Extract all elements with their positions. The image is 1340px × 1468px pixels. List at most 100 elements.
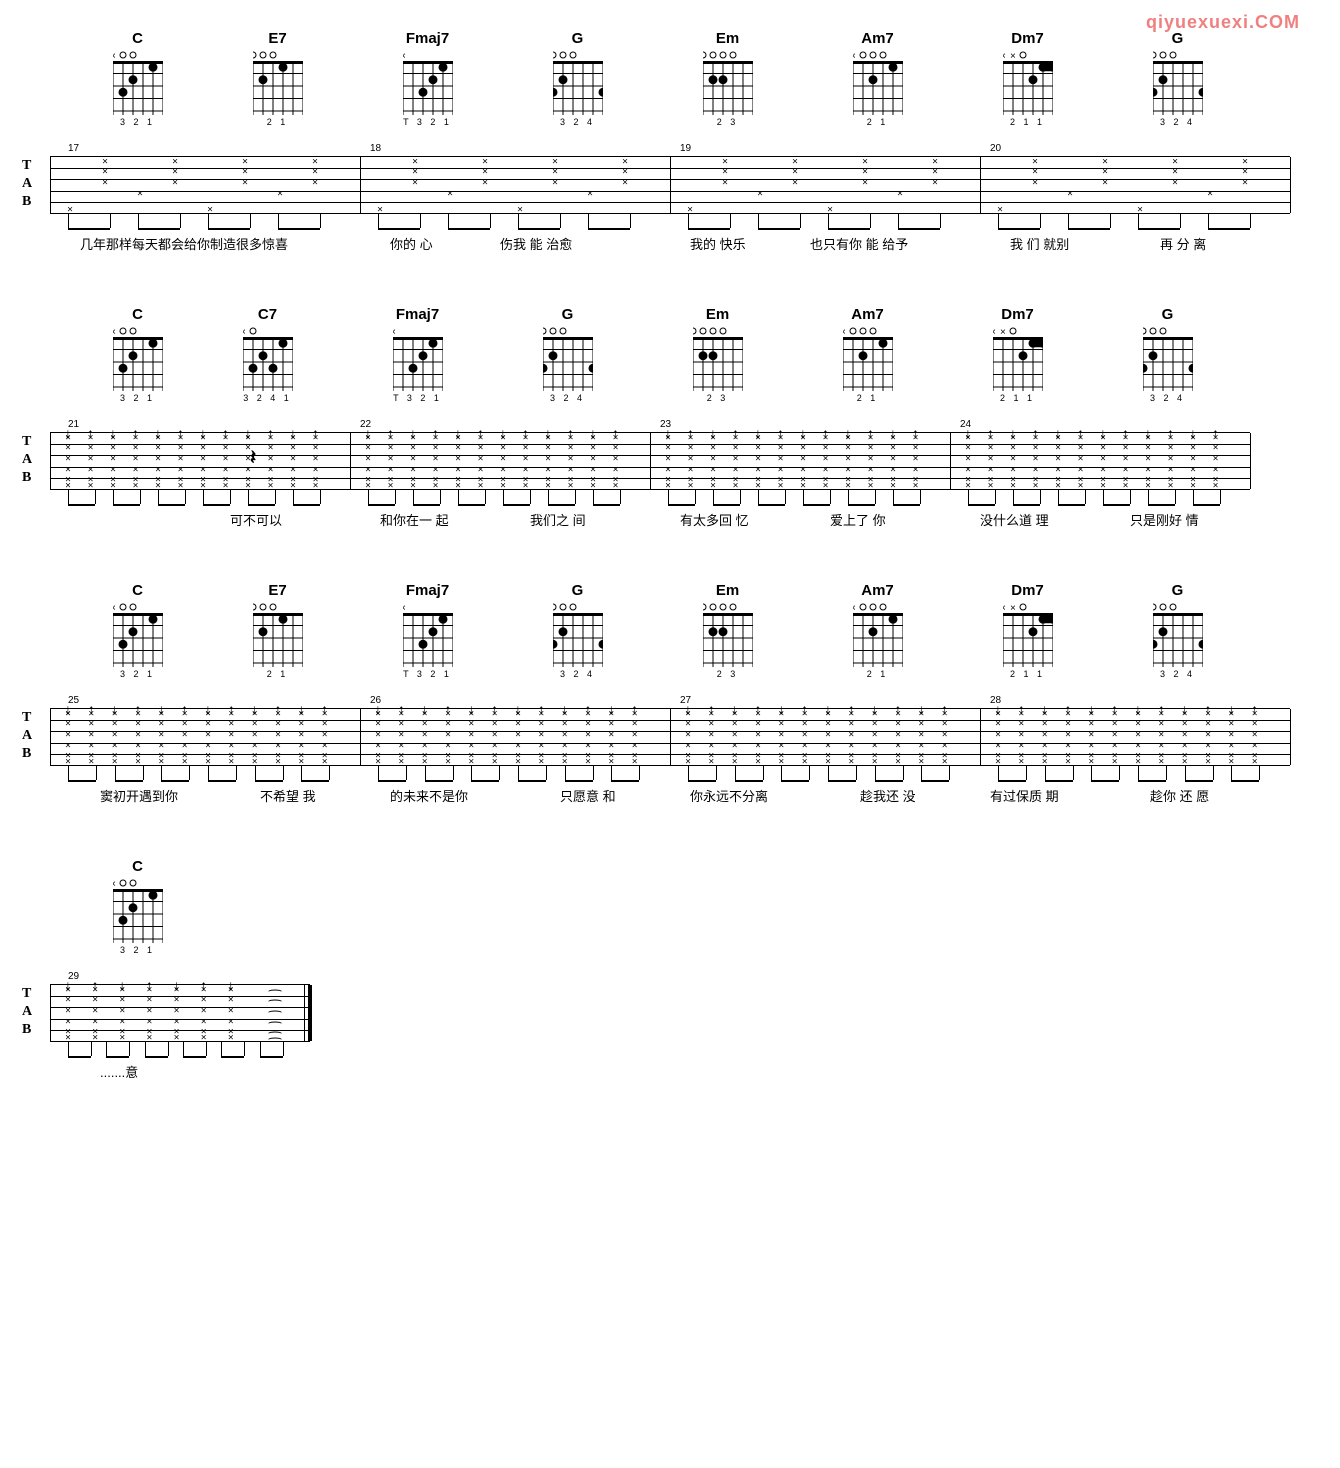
chord-diagram: Am7 × 2 1 — [840, 582, 915, 679]
chord-grid — [1153, 603, 1203, 667]
chord-diagram: Em 2 3 — [690, 30, 765, 127]
barline — [950, 433, 951, 489]
tab-x: × — [932, 157, 938, 168]
lyric: 爱上了 你 — [830, 510, 886, 529]
lyric: 有太多回 忆 — [680, 510, 749, 529]
tab-x: × — [375, 730, 381, 741]
tab-x: × — [802, 719, 808, 730]
tab-x: × — [298, 719, 304, 730]
tab-x: × — [685, 730, 691, 741]
tab-x: × — [455, 454, 461, 465]
tab-x: × — [1172, 157, 1178, 168]
barline — [350, 433, 351, 489]
strum-arrow: ↓ — [455, 425, 462, 441]
chord-fingering: T 3 2 1 — [403, 117, 452, 127]
tab-x: × — [913, 443, 919, 454]
tab-x: × — [755, 730, 761, 741]
chord-name: Em — [706, 306, 729, 323]
tab-x: × — [174, 1006, 180, 1017]
chord-name: G — [562, 306, 574, 323]
bar-number: 19 — [680, 143, 691, 154]
chord-diagram: G 3 2 4 — [530, 306, 605, 403]
tab-x: × — [823, 454, 829, 465]
tab-x: × — [932, 167, 938, 178]
tab-x: × — [1088, 719, 1094, 730]
tab-x: × — [205, 719, 211, 730]
chord-grid: × — [113, 879, 163, 943]
tab-x: × — [388, 443, 394, 454]
tab-x: × — [708, 730, 714, 741]
chord-fingering: 2 1 — [867, 669, 889, 679]
tab-x: × — [313, 454, 319, 465]
tab-x: × — [500, 454, 506, 465]
chord-diagram-row: C × 3 2 1 — [50, 858, 1290, 978]
tab-x: × — [102, 157, 108, 168]
barline — [1290, 157, 1291, 213]
tab-x: × — [732, 730, 738, 741]
strum-arrow: ↓ — [710, 425, 717, 441]
strum-arrow: ↑ — [1251, 701, 1258, 717]
strum-arrow: ↑ — [912, 425, 919, 441]
tab-x: × — [433, 454, 439, 465]
tab-x: × — [802, 730, 808, 741]
tab-x: × — [895, 719, 901, 730]
strum-arrow: ↑ — [732, 425, 739, 441]
strum-arrow: ↓ — [65, 425, 72, 441]
tab-x: × — [155, 454, 161, 465]
tab-x: × — [422, 719, 428, 730]
tab-x: × — [455, 443, 461, 454]
beam-row — [50, 214, 1290, 234]
tab-x: × — [587, 189, 593, 200]
tab-x: × — [562, 730, 568, 741]
tab-x: × — [665, 443, 671, 454]
tab-x: × — [722, 178, 728, 189]
chord-name: Am7 — [861, 30, 894, 47]
lyric: 有过保质 期 — [990, 786, 1059, 805]
tab-x: × — [223, 454, 229, 465]
tab-x: × — [585, 730, 591, 741]
tab-x: × — [1100, 454, 1106, 465]
svg-text:×: × — [1003, 603, 1006, 614]
tab-x: × — [862, 178, 868, 189]
strum-arrow: ↓ — [251, 701, 258, 717]
strum-arrow: ↑ — [895, 701, 902, 717]
tab-x: × — [268, 443, 274, 454]
strum-arrow: ↑ — [687, 425, 694, 441]
tab-x: × — [988, 443, 994, 454]
chord-name: G — [1162, 306, 1174, 323]
lyric: 不希望 我 — [260, 786, 316, 805]
barline — [50, 157, 51, 213]
tab-x: × — [590, 443, 596, 454]
chord-name: C — [132, 582, 143, 599]
tab-x: × — [1088, 730, 1094, 741]
chord-grid: × — [403, 51, 453, 115]
tab-x: × — [568, 443, 574, 454]
strum-arrow: ↑ — [87, 425, 94, 441]
strum-arrow: ↑ — [92, 977, 99, 993]
tab-x: × — [365, 454, 371, 465]
strum-arrow: ↑ — [445, 701, 452, 717]
chord-diagram: Dm7 ×× 2 1 1 — [980, 306, 1055, 403]
tab-x: × — [478, 443, 484, 454]
chord-grid — [253, 51, 303, 115]
strum-arrow: ↓ — [755, 425, 762, 441]
tab-x: × — [792, 178, 798, 189]
chord-fingering: T 3 2 1 — [393, 393, 442, 403]
tab-x: × — [478, 454, 484, 465]
tab-system: C × 3 2 1E7 2 1Fmaj7 × T 3 2 1G 3 2 4Em … — [50, 30, 1290, 256]
chord-diagram: Em 2 3 — [690, 582, 765, 679]
lyric: 我 们 就别 — [1010, 234, 1069, 253]
tab-x: × — [201, 1006, 207, 1017]
tab-x: × — [482, 167, 488, 178]
strum-arrow: ↓ — [1145, 425, 1152, 441]
tab-x: × — [433, 443, 439, 454]
tab-x: × — [800, 454, 806, 465]
tab-x: × — [778, 730, 784, 741]
strum-arrow: ↓ — [500, 425, 507, 441]
tab-x: × — [913, 454, 919, 465]
tab-x: × — [1010, 454, 1016, 465]
chord-diagram-row: C × 3 2 1C7 × 3 2 4 1Fmaj7 × T 3 2 1G 3 … — [50, 306, 1290, 426]
tab-x: × — [792, 157, 798, 168]
chord-grid: × — [393, 327, 443, 391]
tab-staff: TAB17181920×××××××××××××××××××××××××××××… — [50, 156, 1290, 214]
